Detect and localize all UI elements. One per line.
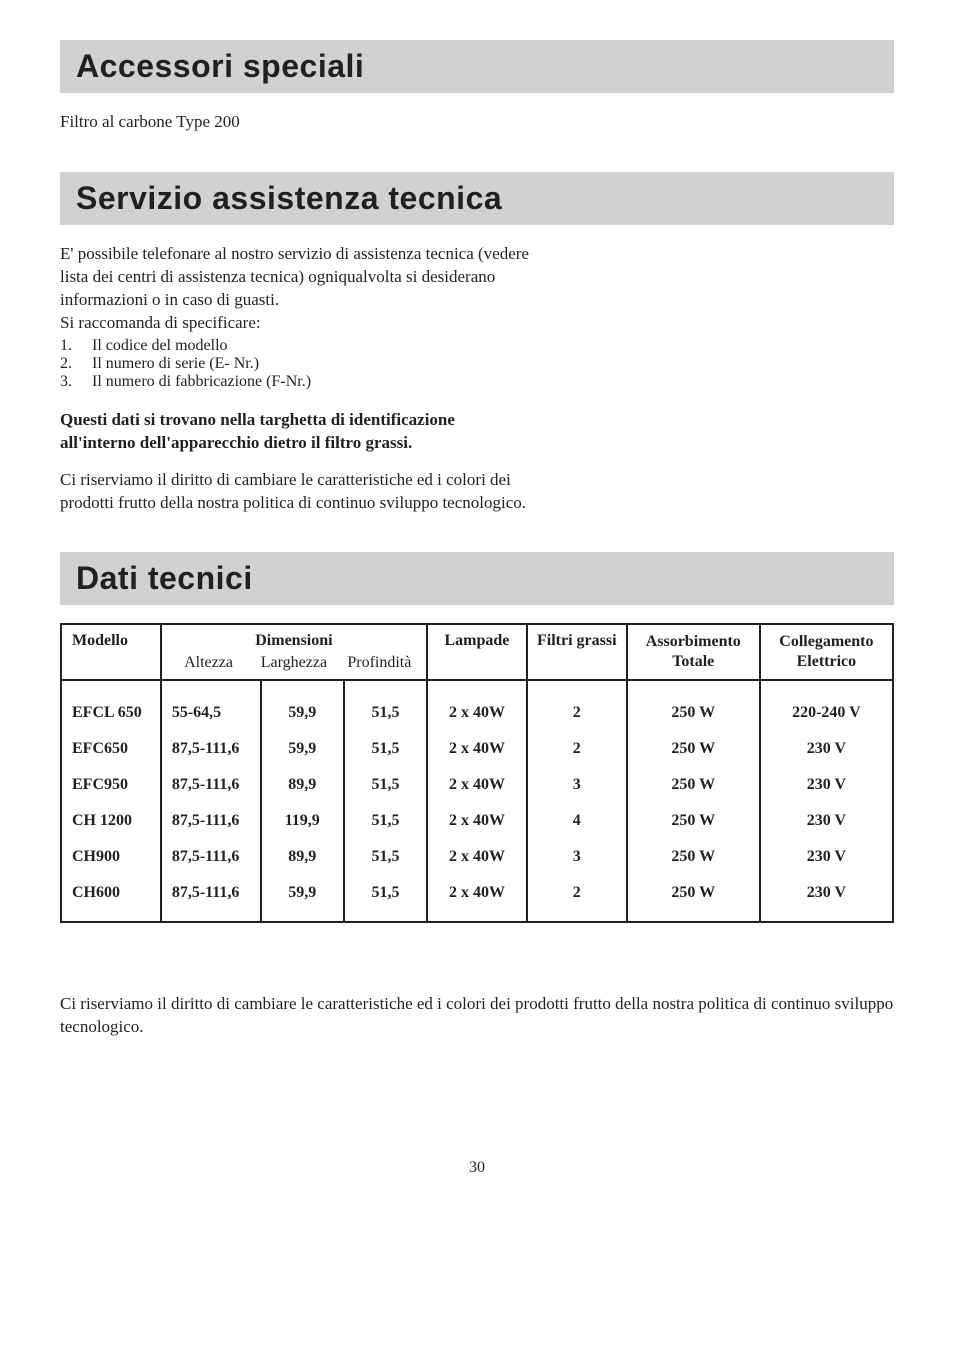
- cell-filt: 2: [527, 875, 627, 922]
- cell-lamp: 2 x 40W: [427, 803, 527, 839]
- cell-model: CH900: [61, 839, 161, 875]
- list-num: 2.: [60, 355, 92, 373]
- cell-model: EFCL 650: [61, 695, 161, 731]
- th-sub-larghezza: Larghezza: [251, 653, 336, 673]
- th-sub-elettrico: Elettrico: [765, 652, 888, 672]
- cell-model: EFC650: [61, 731, 161, 767]
- data-table: Modello Dimensioni Altezza Larghezza Pro…: [60, 623, 894, 923]
- cell-filt: 3: [527, 839, 627, 875]
- table-row: CH 1200 87,5-111,6 119,9 51,5 2 x 40W 4 …: [61, 803, 893, 839]
- cell-conn: 230 V: [760, 839, 893, 875]
- list-item: 2. Il numero di serie (E- Nr.): [60, 355, 894, 373]
- cell-lamp: 2 x 40W: [427, 695, 527, 731]
- servizio-intro: E' possibile telefonare al nostro serviz…: [60, 243, 530, 312]
- cell-larg: 59,9: [261, 875, 344, 922]
- cell-abs: 250 W: [627, 839, 760, 875]
- servizio-list: 1. Il codice del modello 2. Il numero di…: [60, 337, 894, 391]
- cell-conn: 230 V: [760, 731, 893, 767]
- th-filtri: Filtri grassi: [527, 624, 627, 680]
- th-sub-profondita: Profindità: [337, 653, 422, 673]
- heading-accessori: Accessori speciali: [76, 48, 894, 85]
- cell-model: CH 1200: [61, 803, 161, 839]
- cell-conn: 220-240 V: [760, 695, 893, 731]
- cell-abs: 250 W: [627, 767, 760, 803]
- cell-larg: 119,9: [261, 803, 344, 839]
- cell-abs: 250 W: [627, 731, 760, 767]
- list-num: 3.: [60, 373, 92, 391]
- th-label: Lampade: [444, 632, 509, 649]
- accessori-body: Filtro al carbone Type 200: [60, 111, 530, 134]
- cell-prof: 51,5: [344, 695, 427, 731]
- list-num: 1.: [60, 337, 92, 355]
- th-sub-altezza: Altezza: [166, 653, 251, 673]
- table-row: EFC950 87,5-111,6 89,9 51,5 2 x 40W 3 25…: [61, 767, 893, 803]
- cell-larg: 59,9: [261, 731, 344, 767]
- table-row: EFC650 87,5-111,6 59,9 51,5 2 x 40W 2 25…: [61, 731, 893, 767]
- heading-servizio: Servizio assistenza tecnica: [76, 180, 894, 217]
- cell-lamp: 2 x 40W: [427, 731, 527, 767]
- page-number: 30: [60, 1159, 894, 1177]
- cell-larg: 89,9: [261, 839, 344, 875]
- table-row: EFCL 650 55-64,5 59,9 51,5 2 x 40W 2 250…: [61, 695, 893, 731]
- cell-alt: 87,5-111,6: [161, 767, 261, 803]
- th-assorbimento: Assorbimento Totale: [627, 624, 760, 680]
- list-text: Il numero di fabbricazione (F-Nr.): [92, 373, 311, 391]
- th-dimensioni: Dimensioni Altezza Larghezza Profindità: [161, 624, 427, 680]
- cell-alt: 87,5-111,6: [161, 839, 261, 875]
- section-header-servizio: Servizio assistenza tecnica: [60, 172, 894, 225]
- cell-alt: 55-64,5: [161, 695, 261, 731]
- list-item: 3. Il numero di fabbricazione (F-Nr.): [60, 373, 894, 391]
- cell-filt: 4: [527, 803, 627, 839]
- cell-abs: 250 W: [627, 695, 760, 731]
- th-lampade: Lampade: [427, 624, 527, 680]
- cell-alt: 87,5-111,6: [161, 875, 261, 922]
- th-label: Modello: [72, 632, 128, 649]
- section-header-dati: Dati tecnici: [60, 552, 894, 605]
- th-label: Assorbimento: [646, 633, 741, 650]
- cell-larg: 89,9: [261, 767, 344, 803]
- heading-dati: Dati tecnici: [76, 560, 894, 597]
- cell-lamp: 2 x 40W: [427, 767, 527, 803]
- table-row: CH900 87,5-111,6 89,9 51,5 2 x 40W 3 250…: [61, 839, 893, 875]
- cell-prof: 51,5: [344, 731, 427, 767]
- servizio-recommend: Si raccomanda di specificare:: [60, 312, 530, 335]
- cell-filt: 2: [527, 695, 627, 731]
- list-text: Il numero di serie (E- Nr.): [92, 355, 259, 373]
- cell-lamp: 2 x 40W: [427, 839, 527, 875]
- servizio-bold: Questi dati si trovano nella targhetta d…: [60, 409, 530, 455]
- th-modello: Modello: [61, 624, 161, 680]
- th-label: Filtri grassi: [537, 632, 617, 649]
- cell-larg: 59,9: [261, 695, 344, 731]
- list-item: 1. Il codice del modello: [60, 337, 894, 355]
- cell-prof: 51,5: [344, 875, 427, 922]
- th-label: Dimensioni: [255, 632, 332, 649]
- cell-prof: 51,5: [344, 767, 427, 803]
- cell-alt: 87,5-111,6: [161, 803, 261, 839]
- th-label: Collegamento: [779, 633, 873, 650]
- page: Accessori speciali Filtro al carbone Typ…: [0, 0, 954, 1217]
- table-row: CH600 87,5-111,6 59,9 51,5 2 x 40W 2 250…: [61, 875, 893, 922]
- cell-filt: 2: [527, 731, 627, 767]
- cell-conn: 230 V: [760, 803, 893, 839]
- servizio-outro: Ci riserviamo il diritto di cambiare le …: [60, 469, 530, 515]
- cell-model: CH600: [61, 875, 161, 922]
- cell-alt: 87,5-111,6: [161, 731, 261, 767]
- th-sub-totale: Totale: [632, 652, 755, 672]
- dati-footer: Ci riserviamo il diritto di cambiare le …: [60, 993, 894, 1039]
- list-text: Il codice del modello: [92, 337, 228, 355]
- cell-prof: 51,5: [344, 839, 427, 875]
- cell-conn: 230 V: [760, 767, 893, 803]
- cell-abs: 250 W: [627, 875, 760, 922]
- cell-prof: 51,5: [344, 803, 427, 839]
- cell-filt: 3: [527, 767, 627, 803]
- cell-lamp: 2 x 40W: [427, 875, 527, 922]
- cell-abs: 250 W: [627, 803, 760, 839]
- table-body: EFCL 650 55-64,5 59,9 51,5 2 x 40W 2 250…: [61, 680, 893, 922]
- section-header-accessori: Accessori speciali: [60, 40, 894, 93]
- cell-model: EFC950: [61, 767, 161, 803]
- th-collegamento: Collegamento Elettrico: [760, 624, 893, 680]
- cell-conn: 230 V: [760, 875, 893, 922]
